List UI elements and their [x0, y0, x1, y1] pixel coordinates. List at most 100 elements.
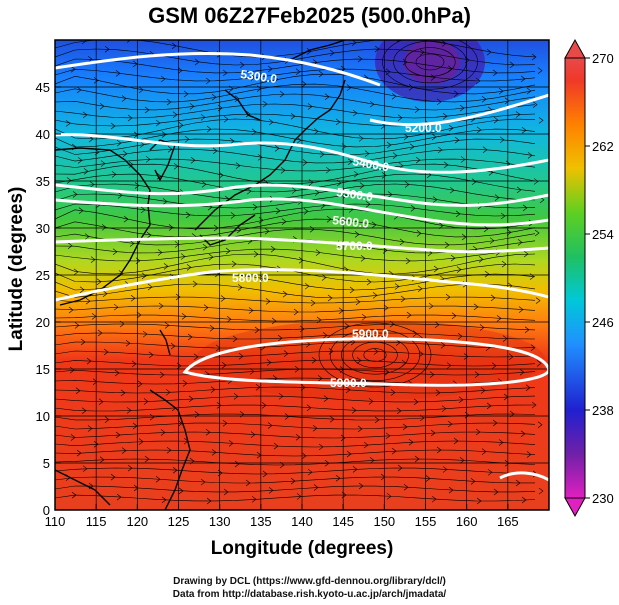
streamline-arrow [278, 393, 284, 400]
streamline-arrow [456, 266, 462, 273]
coastline-japan [194, 79, 346, 231]
streamline-arrow [399, 238, 405, 246]
streamline-arrow [494, 194, 500, 201]
streamline-arrow [103, 348, 109, 356]
streamline [55, 68, 536, 82]
colorbar-tick-label: 270 [592, 51, 614, 66]
streamline-arrow [75, 387, 81, 395]
y-tick-label: 25 [36, 268, 50, 283]
streamline-arrow [264, 228, 270, 235]
streamline-arrow [396, 407, 402, 415]
streamline-arrow [138, 86, 144, 94]
streamline-arrow [223, 115, 229, 123]
streamline-arrow [446, 362, 452, 369]
contour-label: 5700.0 [336, 239, 373, 253]
vortex-streamline [352, 341, 398, 369]
streamline-arrow [386, 141, 392, 149]
streamline-arrow [391, 447, 397, 455]
streamline [55, 323, 536, 331]
streamline-arrow [254, 326, 260, 334]
streamline-arrow [374, 45, 380, 53]
streamline-arrow [295, 68, 301, 75]
streamline-arrow [440, 342, 446, 349]
contour-5600 [55, 197, 549, 227]
streamline-arrow [453, 90, 459, 97]
streamline-arrow [149, 413, 155, 421]
streamline-arrow [87, 425, 93, 432]
streamline-arrow [394, 283, 400, 290]
streamline-arrow [372, 292, 378, 299]
streamline-arrow [430, 429, 436, 437]
streamline-arrow [311, 357, 317, 364]
streamline-arrow [189, 103, 195, 110]
streamline-arrow [340, 65, 346, 73]
streamline-arrow [246, 187, 252, 195]
streamline-arrow [137, 380, 143, 388]
x-tick-label: 150 [373, 514, 395, 529]
streamline-arrow [266, 359, 272, 366]
y-tick-label: 5 [43, 456, 50, 471]
streamline-arrow [385, 432, 391, 440]
streamline-arrow [312, 425, 318, 432]
streamline-arrow [416, 230, 422, 237]
streamline-arrow [211, 94, 217, 101]
streamline-arrow [164, 322, 170, 329]
streamline-arrow [210, 386, 216, 393]
streamline-arrow [433, 265, 439, 273]
streamline [55, 173, 536, 193]
streamline-arrow [526, 87, 532, 95]
y-tick-label: 45 [36, 80, 50, 95]
streamline-arrow [520, 75, 526, 83]
streamline-arrow [480, 387, 486, 394]
streamline-arrow [479, 324, 485, 331]
contour-5500 [55, 183, 549, 207]
streamline-arrow [323, 395, 329, 402]
x-axis-label: Longitude (degrees) [210, 538, 394, 559]
streamline-arrow [283, 350, 289, 357]
streamline-arrow [305, 341, 311, 348]
contour-label: 5800.0 [232, 271, 269, 285]
streamline-arrow [133, 484, 139, 492]
streamline [55, 305, 536, 313]
streamline [55, 163, 536, 185]
streamline-arrow [187, 333, 193, 341]
streamline [55, 431, 536, 439]
streamline-arrow [307, 103, 313, 110]
streamline-arrow [352, 466, 358, 473]
streamline-arrow [310, 299, 316, 307]
streamline-arrow [313, 128, 319, 135]
streamline-arrow [280, 167, 286, 174]
streamline-arrow [358, 482, 364, 490]
streamline-arrow [461, 233, 467, 241]
streamline-arrow [344, 322, 350, 330]
streamline-arrow [228, 440, 234, 447]
streamline [55, 73, 536, 95]
streamline-arrow [271, 317, 277, 325]
streamline [55, 332, 536, 340]
streamline [55, 148, 536, 164]
contour-label: 5500.0 [336, 185, 375, 204]
streamline-arrow [527, 152, 533, 159]
y-tick-label: 0 [43, 503, 50, 518]
streamline-arrow [476, 126, 482, 134]
streamline-arrow [174, 241, 180, 248]
streamline-arrow [345, 386, 351, 394]
streamline-arrow [71, 491, 77, 499]
streamline-arrow [201, 181, 207, 188]
streamline-arrow [79, 286, 85, 293]
streamlines [55, 40, 545, 505]
streamline-arrow [183, 90, 189, 98]
streamline-arrow [275, 207, 281, 215]
vortex-streamline [318, 322, 432, 388]
streamline-arrow [368, 398, 374, 405]
streamline-arrow [82, 465, 88, 472]
streamline-arrow [141, 272, 147, 280]
streamline-arrow [413, 398, 419, 406]
streamline-arrow [443, 161, 449, 169]
streamline-arrow [250, 431, 256, 438]
streamline-arrow [521, 127, 527, 134]
x-tick-label: 110 [45, 514, 66, 529]
streamline [55, 93, 536, 111]
streamline-arrow [273, 76, 279, 83]
